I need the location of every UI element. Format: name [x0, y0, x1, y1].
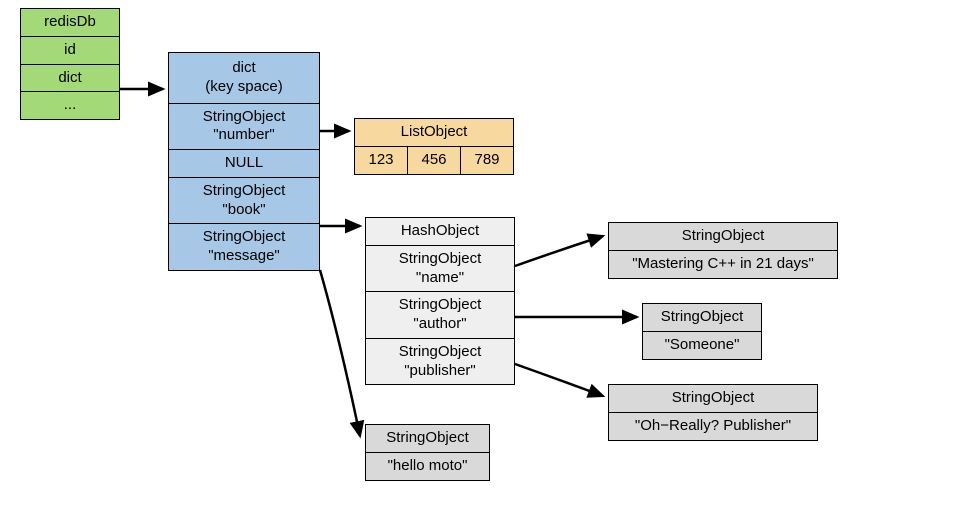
- dict-entry-number: StringObject "number": [169, 104, 319, 151]
- listobject-values: 123 456 789: [355, 147, 513, 174]
- hashobject-field-publisher: StringObject "publisher": [366, 339, 514, 385]
- hashobject-field-key: "publisher": [404, 362, 476, 381]
- hashobject-field-type: StringObject: [399, 296, 482, 315]
- arrow-message-to-str: [320, 270, 360, 436]
- dict-entry-key: "message": [208, 247, 280, 266]
- stringobject-value: "hello moto": [366, 453, 489, 480]
- name-value-box: StringObject "Mastering C++ in 21 days": [608, 222, 838, 279]
- dict-header: dict (key space): [169, 53, 319, 104]
- dict-entry-type: StringObject: [203, 228, 286, 247]
- stringobject-title: StringObject: [609, 385, 817, 413]
- dict-entry-book: StringObject "book": [169, 178, 319, 225]
- hashobject-field-key: "name": [416, 269, 464, 288]
- listobject-value: 123: [355, 147, 408, 174]
- listobject-value: 789: [461, 147, 513, 174]
- redisdb-row: ...: [21, 92, 119, 119]
- dict-entry-type: StringObject: [203, 108, 286, 127]
- hashobject-field-author: StringObject "author": [366, 292, 514, 339]
- dict-entry-key: "book": [222, 201, 265, 220]
- stringobject-value: "Mastering C++ in 21 days": [609, 251, 837, 278]
- stringobject-title: StringObject: [366, 425, 489, 453]
- hashobject-field-type: StringObject: [399, 250, 482, 269]
- listobject-value: 456: [408, 147, 461, 174]
- stringobject-value: "Someone": [643, 332, 761, 359]
- hashobject-field-key: "author": [413, 315, 466, 334]
- hashobject-title: HashObject: [366, 218, 514, 246]
- listobject-box: ListObject 123 456 789: [354, 118, 514, 175]
- hashobject-box: HashObject StringObject "name" StringObj…: [365, 217, 515, 385]
- dict-header-line2: (key space): [205, 78, 283, 97]
- dict-header-line1: dict: [232, 59, 255, 78]
- hashobject-field-type: StringObject: [399, 343, 482, 362]
- stringobject-value: "Oh−Really? Publisher": [609, 413, 817, 440]
- message-value-box: StringObject "hello moto": [365, 424, 490, 481]
- dict-box: dict (key space) StringObject "number" N…: [168, 52, 320, 271]
- redisdb-row: redisDb: [21, 9, 119, 37]
- publisher-value-box: StringObject "Oh−Really? Publisher": [608, 384, 818, 441]
- stringobject-title: StringObject: [643, 304, 761, 332]
- listobject-title: ListObject: [355, 119, 513, 147]
- redisdb-box: redisDb id dict ...: [20, 8, 120, 120]
- dict-entry-message: StringObject "message": [169, 224, 319, 270]
- author-value-box: StringObject "Someone": [642, 303, 762, 360]
- dict-entry-null: NULL: [169, 150, 319, 178]
- dict-entry-key: "number": [213, 126, 275, 145]
- dict-entry-type: NULL: [225, 154, 263, 173]
- hashobject-field-name: StringObject "name": [366, 246, 514, 293]
- arrow-publisher-to-val: [515, 364, 603, 396]
- dict-entry-type: StringObject: [203, 182, 286, 201]
- redisdb-row: id: [21, 37, 119, 65]
- redisdb-row: dict: [21, 65, 119, 93]
- stringobject-title: StringObject: [609, 223, 837, 251]
- arrow-name-to-val: [515, 236, 603, 266]
